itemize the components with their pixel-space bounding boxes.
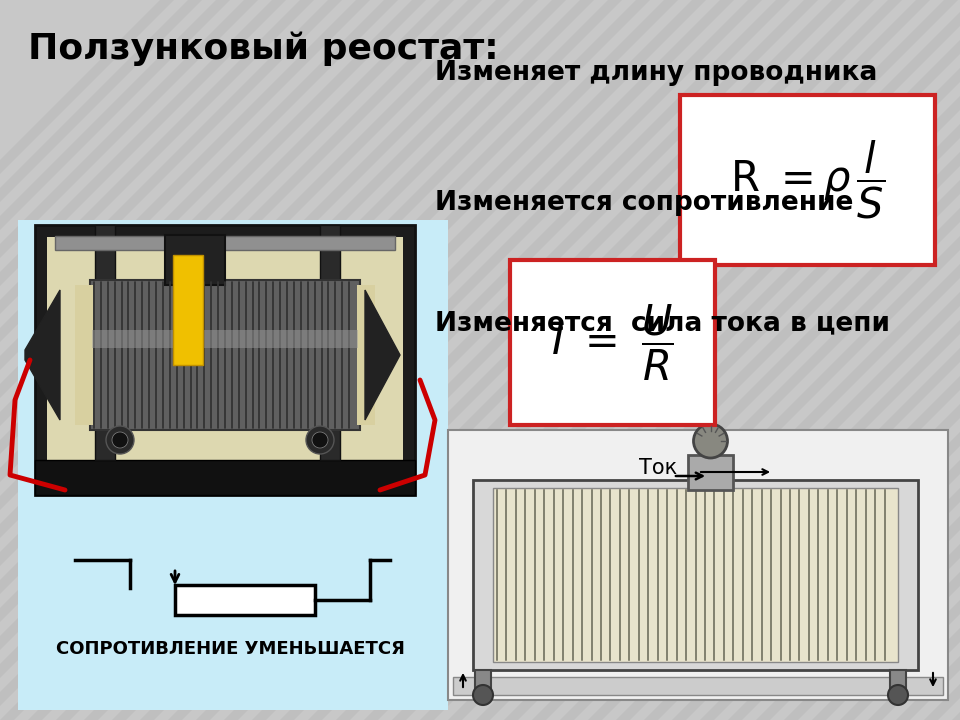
Polygon shape <box>0 0 764 720</box>
Polygon shape <box>0 0 652 720</box>
Polygon shape <box>308 0 960 720</box>
FancyBboxPatch shape <box>165 235 225 285</box>
Polygon shape <box>0 0 540 720</box>
Polygon shape <box>840 0 960 720</box>
FancyBboxPatch shape <box>92 330 358 348</box>
Polygon shape <box>0 0 484 720</box>
FancyBboxPatch shape <box>35 225 415 495</box>
FancyBboxPatch shape <box>453 677 943 695</box>
FancyBboxPatch shape <box>75 285 93 425</box>
Polygon shape <box>924 0 960 720</box>
FancyBboxPatch shape <box>448 430 948 700</box>
Text: Ползунковый реостат:: Ползунковый реостат: <box>28 32 498 66</box>
Circle shape <box>473 685 493 705</box>
FancyBboxPatch shape <box>55 236 395 250</box>
Polygon shape <box>0 0 512 720</box>
Polygon shape <box>644 0 960 720</box>
Circle shape <box>693 424 728 458</box>
Polygon shape <box>532 0 960 720</box>
Polygon shape <box>168 0 932 720</box>
Polygon shape <box>28 0 792 720</box>
Polygon shape <box>252 0 960 720</box>
FancyBboxPatch shape <box>680 95 935 265</box>
Polygon shape <box>0 0 680 720</box>
Polygon shape <box>224 0 960 720</box>
FancyBboxPatch shape <box>320 225 340 460</box>
FancyBboxPatch shape <box>35 460 415 495</box>
Polygon shape <box>0 0 428 720</box>
FancyBboxPatch shape <box>18 220 448 710</box>
Polygon shape <box>0 0 568 720</box>
FancyBboxPatch shape <box>47 237 403 463</box>
Polygon shape <box>0 0 344 720</box>
Polygon shape <box>0 0 400 720</box>
FancyBboxPatch shape <box>475 670 491 695</box>
FancyBboxPatch shape <box>357 285 375 425</box>
Polygon shape <box>0 0 736 720</box>
Polygon shape <box>0 0 316 720</box>
Polygon shape <box>476 0 960 720</box>
Polygon shape <box>448 0 960 720</box>
Polygon shape <box>0 0 596 720</box>
Polygon shape <box>364 0 960 720</box>
Polygon shape <box>25 290 60 420</box>
FancyBboxPatch shape <box>688 455 733 490</box>
Polygon shape <box>0 0 456 720</box>
FancyBboxPatch shape <box>173 255 203 365</box>
Polygon shape <box>952 0 960 720</box>
Text: СОПРОТИВЛЕНИЕ УМЕНЬШАЕТСЯ: СОПРОТИВЛЕНИЕ УМЕНЬШАЕТСЯ <box>56 640 404 658</box>
Polygon shape <box>420 0 960 720</box>
Polygon shape <box>0 0 372 720</box>
Circle shape <box>106 426 134 454</box>
Polygon shape <box>560 0 960 720</box>
FancyBboxPatch shape <box>90 280 360 430</box>
Text: Изменяется сопротивление: Изменяется сопротивление <box>435 190 853 216</box>
Polygon shape <box>0 0 624 720</box>
Polygon shape <box>896 0 960 720</box>
Polygon shape <box>196 0 960 720</box>
FancyBboxPatch shape <box>890 670 906 695</box>
Circle shape <box>112 432 128 448</box>
Polygon shape <box>0 0 260 720</box>
Circle shape <box>312 432 328 448</box>
Polygon shape <box>84 0 848 720</box>
Circle shape <box>888 685 908 705</box>
Polygon shape <box>756 0 960 720</box>
FancyBboxPatch shape <box>493 488 898 662</box>
Circle shape <box>306 426 334 454</box>
Polygon shape <box>0 0 232 720</box>
Polygon shape <box>0 0 288 720</box>
Text: $\mathit{I}\ =\ \dfrac{U}{R}$: $\mathit{I}\ =\ \dfrac{U}{R}$ <box>551 302 674 382</box>
FancyBboxPatch shape <box>95 225 115 460</box>
Text: $\mathrm{R}\ =\rho\,\dfrac{l}{S}$: $\mathrm{R}\ =\rho\,\dfrac{l}{S}$ <box>730 139 885 221</box>
Polygon shape <box>280 0 960 720</box>
FancyBboxPatch shape <box>175 585 315 615</box>
FancyBboxPatch shape <box>510 260 715 425</box>
Polygon shape <box>392 0 960 720</box>
Polygon shape <box>616 0 960 720</box>
Polygon shape <box>140 0 904 720</box>
Text: Ток: Ток <box>638 458 677 478</box>
Polygon shape <box>812 0 960 720</box>
Polygon shape <box>56 0 820 720</box>
Polygon shape <box>0 0 204 720</box>
Text: Изменяет длину проводника: Изменяет длину проводника <box>435 60 877 86</box>
Polygon shape <box>504 0 960 720</box>
Polygon shape <box>112 0 876 720</box>
Polygon shape <box>588 0 960 720</box>
Text: Изменяется  сила тока в цепи: Изменяется сила тока в цепи <box>435 310 890 336</box>
Polygon shape <box>0 0 708 720</box>
FancyBboxPatch shape <box>473 480 918 670</box>
Polygon shape <box>728 0 960 720</box>
Polygon shape <box>336 0 960 720</box>
Polygon shape <box>365 290 400 420</box>
Polygon shape <box>784 0 960 720</box>
Polygon shape <box>672 0 960 720</box>
Polygon shape <box>700 0 960 720</box>
Polygon shape <box>868 0 960 720</box>
